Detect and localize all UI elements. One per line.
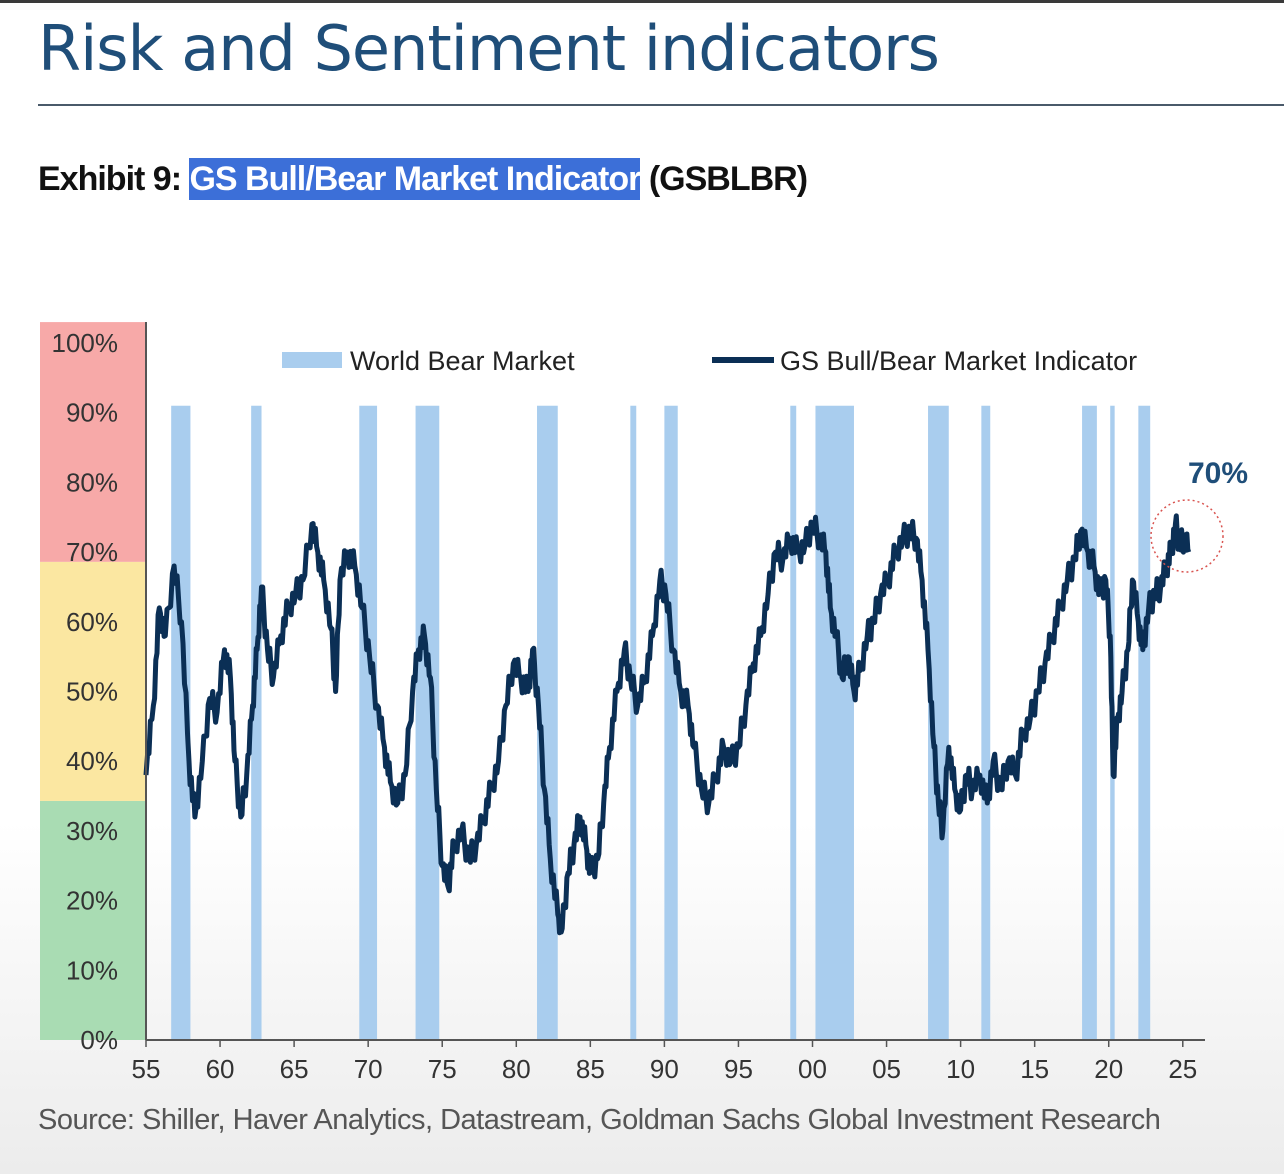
source-note: Source: Shiller, Haver Analytics, Datast… bbox=[38, 1104, 1161, 1136]
page-title: Risk and Sentiment indicators bbox=[38, 12, 940, 85]
legend-swatch-bear-market bbox=[282, 352, 342, 368]
y-tick-40: 40% bbox=[66, 746, 118, 776]
bear-band-0 bbox=[171, 405, 191, 1041]
latest-value-annotation: 70% bbox=[1150, 457, 1248, 573]
zone-1 bbox=[40, 561, 146, 801]
zone-0 bbox=[40, 800, 146, 1040]
y-tick-10: 10% bbox=[66, 955, 118, 985]
y-tick-90: 90% bbox=[66, 398, 118, 428]
y-tick-80: 80% bbox=[66, 467, 118, 497]
x-tick-25: 25 bbox=[1168, 1054, 1197, 1084]
x-tick-15: 15 bbox=[1020, 1054, 1049, 1084]
bear-band-13 bbox=[1138, 405, 1151, 1041]
bear-band-9 bbox=[928, 405, 949, 1041]
x-tick-80: 80 bbox=[502, 1054, 531, 1084]
x-tick-55: 55 bbox=[132, 1054, 161, 1084]
exhibit-highlighted-text: GS Bull/Bear Market Indicator bbox=[189, 158, 641, 200]
y-tick-0: 0% bbox=[80, 1025, 118, 1055]
x-tick-95: 95 bbox=[724, 1054, 753, 1084]
y-tick-30: 30% bbox=[66, 816, 118, 846]
x-tick-75: 75 bbox=[428, 1054, 457, 1084]
bear-market-bands bbox=[171, 405, 1151, 1041]
x-tick-20: 20 bbox=[1094, 1054, 1123, 1084]
legend-label-indicator: GS Bull/Bear Market Indicator bbox=[780, 346, 1137, 376]
bear-band-8 bbox=[815, 405, 854, 1041]
bear-band-7 bbox=[790, 405, 797, 1041]
x-tick-00: 00 bbox=[798, 1054, 827, 1084]
top-border bbox=[0, 0, 1284, 3]
y-tick-20: 20% bbox=[66, 886, 118, 916]
chart-axes bbox=[145, 322, 1205, 1041]
x-tick-65: 65 bbox=[280, 1054, 309, 1084]
x-tick-05: 05 bbox=[872, 1054, 901, 1084]
x-tick-60: 60 bbox=[206, 1054, 235, 1084]
y-axis-ticks: 0% 10% 20% 30% 40% 50% 60% 70% 80% 90% 100% bbox=[52, 328, 119, 1055]
bear-band-1 bbox=[251, 405, 262, 1041]
x-tick-90: 90 bbox=[650, 1054, 679, 1084]
x-tick-85: 85 bbox=[576, 1054, 605, 1084]
y-tick-60: 60% bbox=[66, 607, 118, 637]
legend-label-bear-market: World Bear Market bbox=[350, 346, 575, 376]
exhibit-prefix: Exhibit 9: bbox=[38, 160, 190, 198]
y-tick-70: 70% bbox=[66, 537, 118, 567]
indicator-series bbox=[143, 513, 1192, 936]
exhibit-suffix: (GSBLBR) bbox=[640, 160, 808, 198]
series-line-gs-bull-bear bbox=[143, 513, 1192, 936]
zone-2 bbox=[40, 322, 146, 562]
annotation-label: 70% bbox=[1188, 457, 1248, 490]
y-tick-50: 50% bbox=[66, 677, 118, 707]
exhibit-title: Exhibit 9: GS Bull/Bear Market Indicator… bbox=[38, 158, 808, 200]
title-divider bbox=[38, 104, 1284, 106]
x-tick-10: 10 bbox=[946, 1054, 975, 1084]
bear-band-3 bbox=[415, 405, 440, 1041]
bear-band-2 bbox=[359, 405, 378, 1041]
sentiment-zones bbox=[40, 322, 146, 1040]
bear-band-11 bbox=[1082, 405, 1097, 1041]
y-tick-100: 100% bbox=[52, 328, 119, 358]
x-axis-ticks: 55 60 65 70 75 80 85 90 95 00 05 10 15 20 25 bbox=[132, 1040, 1197, 1084]
annotation-circle bbox=[1150, 499, 1224, 573]
bear-band-5 bbox=[630, 405, 637, 1041]
chart-legend: World Bear Market GS Bull/Bear Market In… bbox=[282, 346, 1137, 376]
bear-band-6 bbox=[664, 405, 678, 1041]
x-tick-70: 70 bbox=[354, 1054, 383, 1084]
bear-band-10 bbox=[981, 405, 991, 1041]
